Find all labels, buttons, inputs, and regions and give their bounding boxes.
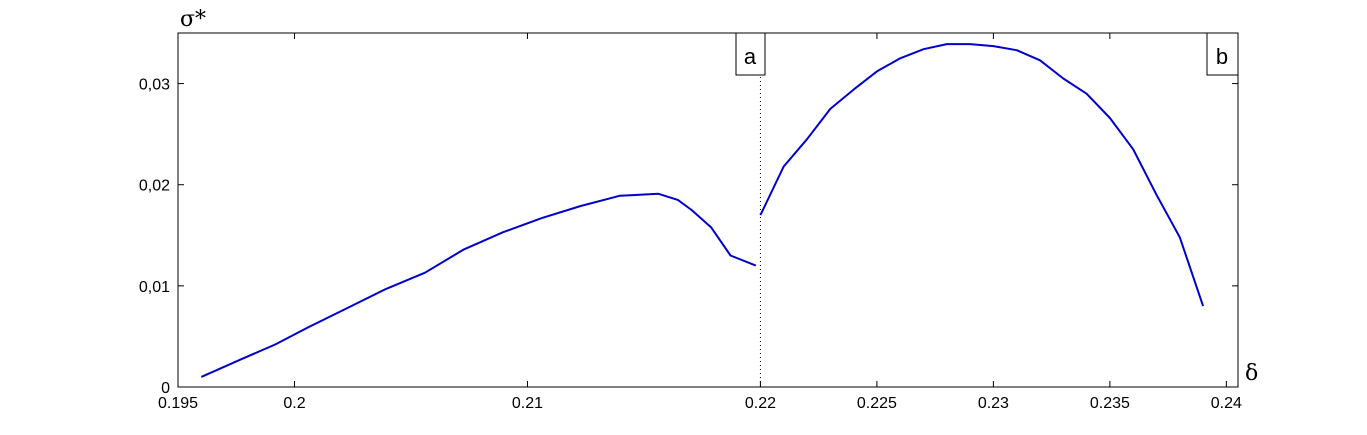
x-axis-label: δ [1245,361,1258,386]
x-tick-label: 0.21 [512,395,543,412]
panel-label-b: b [1216,44,1228,69]
series-line-1 [200,192,757,378]
panel-label-b-box: b [1206,32,1239,76]
y-tick-label: 0,03 [139,77,170,94]
x-tick-label: 0.235 [1090,395,1130,412]
y-axis-label: σ* [180,7,206,32]
panel-label-a-frame [735,32,766,76]
x-tick-label: 0.2 [283,395,305,412]
y-tick-label: 0 [161,380,170,397]
panel-label-a-box: a [735,32,766,76]
data-series [200,43,1205,378]
tick-marks [177,33,1238,388]
panel-label-b-frame [1206,32,1239,76]
x-tick-label: 0.24 [1211,395,1242,412]
y-tick-labels: 0 0,01 0,02 0,03 [139,77,170,397]
y-tick-label: 0,01 [139,279,170,296]
plot-area [177,32,1239,388]
x-tick-label: 0.22 [745,395,776,412]
panel-label-a: a [744,44,757,69]
series-line-2 [759,43,1205,307]
x-tick-label: 0.195 [158,395,198,412]
x-tick-label: 0.23 [978,395,1009,412]
y-tick-label: 0,02 [139,178,170,195]
x-tick-label: 0.225 [857,395,897,412]
x-tick-labels: 0.195 0.2 0.21 0.22 0.225 0.23 0.235 0.24 [158,395,1242,412]
